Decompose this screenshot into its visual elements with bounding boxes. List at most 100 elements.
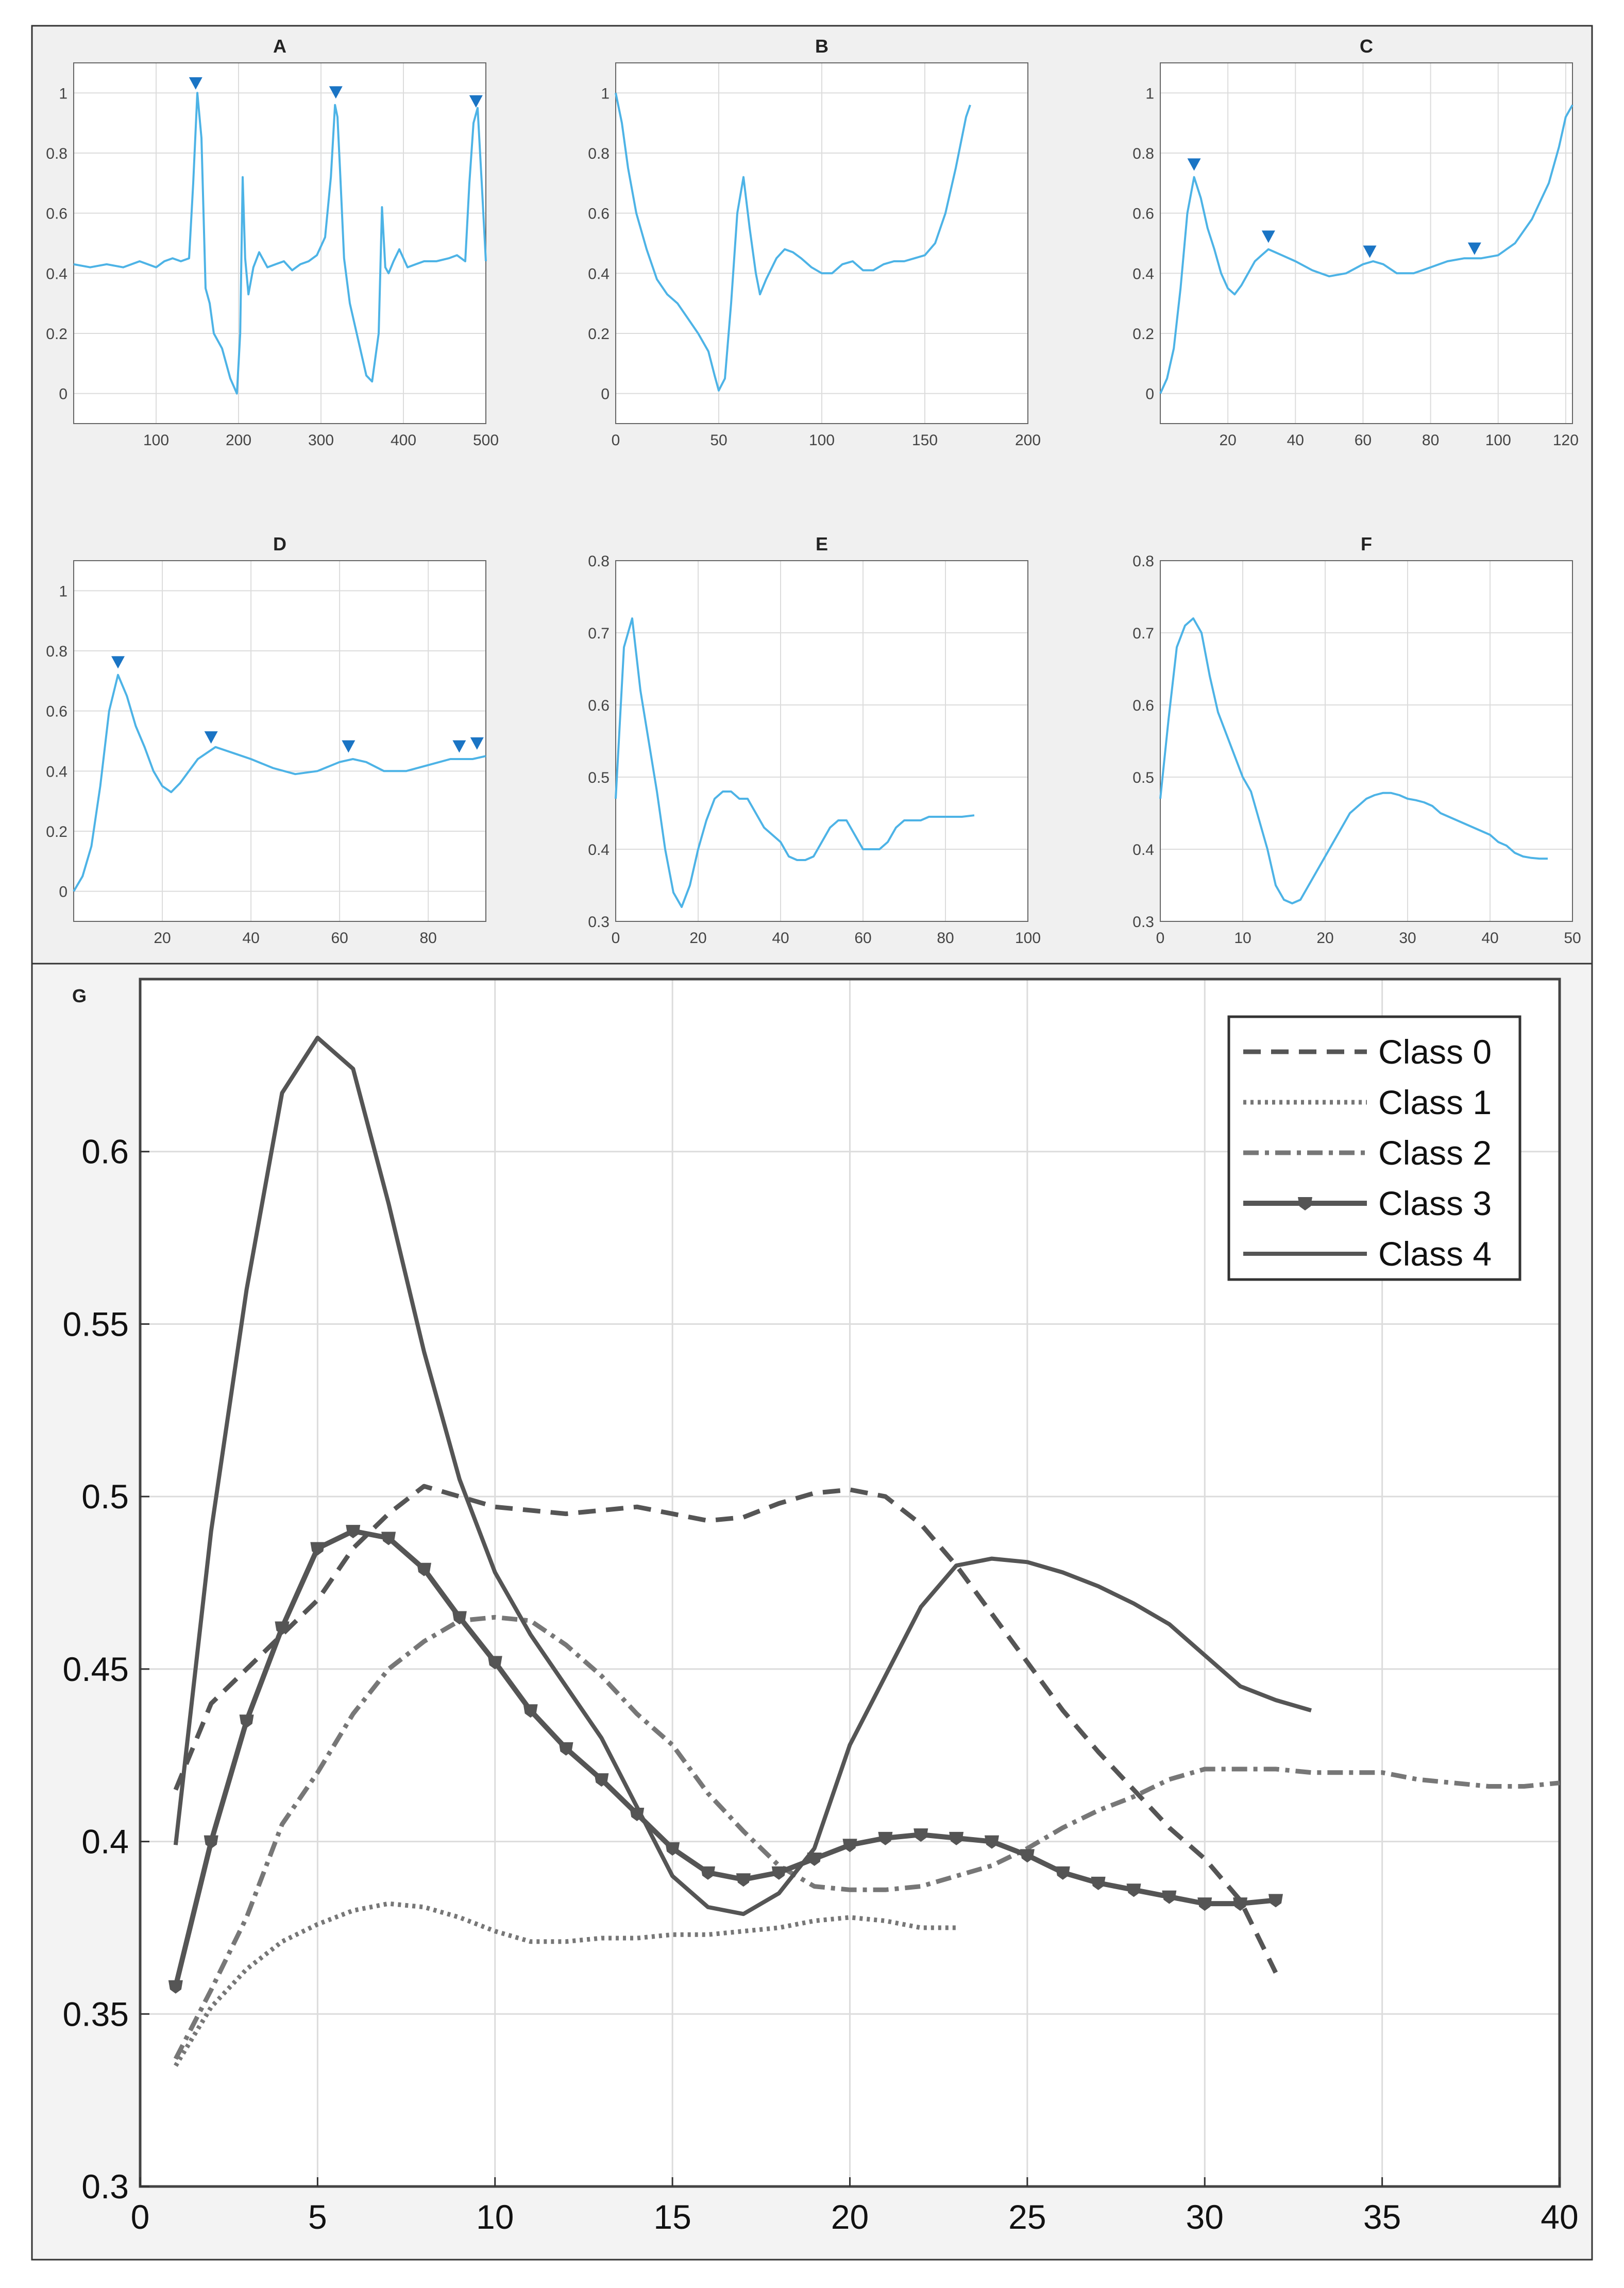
chart-e-y-tick-label: 0.7 bbox=[588, 625, 610, 642]
chart-g-x-tick-label: 5 bbox=[308, 2198, 327, 2236]
chart-a-y-tick-label: 1 bbox=[59, 85, 67, 102]
chart-a-x-tick-label: 400 bbox=[391, 432, 416, 449]
chart-g-series-class-3-marker bbox=[1162, 1890, 1177, 1904]
chart-a-y-tick-label: 0 bbox=[59, 386, 67, 403]
chart-g-series-class-3-marker bbox=[1233, 1897, 1248, 1911]
chart-g-x-tick-label: 15 bbox=[653, 2198, 691, 2236]
chart-d-x-tick-label: 40 bbox=[242, 930, 259, 947]
chart-d-peak-marker bbox=[452, 740, 466, 753]
chart-f-series-line bbox=[1159, 617, 1548, 904]
chart-c-plot-area bbox=[1160, 63, 1572, 424]
chart-g-series-class-3-marker bbox=[204, 1835, 218, 1849]
chart-g-legend-label-class-1: Class 1 bbox=[1378, 1083, 1492, 1121]
chart-g-series-class-3-marker bbox=[736, 1873, 751, 1887]
chart-b-axes-frame bbox=[615, 62, 1028, 424]
chart-a-y-tick-label: 0.4 bbox=[46, 265, 67, 282]
chart-c-y-tick-label: 0.4 bbox=[1132, 265, 1154, 282]
chart-g-series-class-3-marker bbox=[985, 1835, 999, 1849]
chart-b-x-tick-label: 50 bbox=[710, 432, 727, 449]
chart-a-peak-marker bbox=[329, 86, 343, 99]
chart-g-series-class-3-marker bbox=[275, 1621, 290, 1635]
chart-d-x-tick-label: 80 bbox=[419, 930, 436, 947]
chart-d-y-tick-label: 0 bbox=[59, 884, 67, 901]
chart-d-peak-marker bbox=[111, 656, 125, 669]
chart-c-axes-frame bbox=[1160, 62, 1573, 424]
chart-b-x-tick-label: 200 bbox=[1015, 432, 1041, 449]
chart-g-series-class-3-marker bbox=[771, 1866, 786, 1880]
chart-b-x-tick-label: 150 bbox=[912, 432, 938, 449]
chart-g-series-class-2 bbox=[173, 1614, 1560, 2060]
chart-g-x-tick-label: 10 bbox=[476, 2198, 514, 2236]
chart-g-x-tick-label: 25 bbox=[1008, 2198, 1046, 2236]
chart-d-peak-marker bbox=[342, 740, 356, 753]
chart-b-y-tick-label: 0.4 bbox=[588, 265, 610, 282]
chart-c: 20 40 60 80 100 120 0 0.2 0.4 0.6 0.8 1 C bbox=[1132, 36, 1579, 449]
chart-g-legend-label-class-2: Class 2 bbox=[1378, 1134, 1492, 1172]
chart-g-series-class-3-marker bbox=[665, 1842, 680, 1856]
chart-e-plot-area bbox=[616, 561, 1028, 921]
chart-c-x-tick-label: 20 bbox=[1219, 432, 1236, 449]
chart-g-series-class-3-marker bbox=[701, 1866, 715, 1880]
chart-c-y-tick-label: 1 bbox=[1145, 85, 1154, 102]
chart-b-x-tick-label: 0 bbox=[612, 432, 620, 449]
chart-b-y-tick-label: 0 bbox=[601, 386, 610, 403]
chart-g-legend-label-class-0: Class 0 bbox=[1378, 1033, 1492, 1071]
chart-g-series-class-3-marker bbox=[559, 1742, 573, 1756]
chart-f-y-tick-label: 0.8 bbox=[1132, 553, 1154, 570]
chart-g-series-class-1 bbox=[174, 1901, 957, 2067]
chart-a-y-tick-label: 0.2 bbox=[46, 326, 67, 343]
chart-g-series-class-3-marker bbox=[914, 1828, 928, 1842]
chart-g-series-class-3-marker bbox=[949, 1831, 964, 1845]
chart-a-x-tick-label: 200 bbox=[226, 432, 251, 449]
chart-b-series-line bbox=[615, 92, 971, 392]
chart-g-y-tick-label: 0.55 bbox=[63, 1305, 129, 1343]
chart-g-y-tick-label: 0.45 bbox=[63, 1650, 129, 1688]
chart-f: 0 10 20 30 40 50 0.3 0.4 0.5 0.6 0.7 0.8 F bbox=[1132, 533, 1581, 947]
chart-d-x-tick-label: 60 bbox=[331, 930, 348, 947]
chart-d-y-tick-label: 0.4 bbox=[46, 763, 67, 780]
chart-g-series-class-3-marker bbox=[594, 1773, 609, 1787]
chart-e-x-tick-label: 40 bbox=[772, 930, 789, 947]
chart-e-series-line bbox=[615, 617, 975, 908]
chart-a-peak-marker bbox=[189, 77, 202, 90]
chart-c-y-tick-label: 0.6 bbox=[1132, 206, 1154, 223]
chart-c-peak-marker bbox=[1261, 230, 1275, 243]
chart-a-y-tick-label: 0.8 bbox=[46, 145, 67, 162]
chart-f-y-tick-label: 0.4 bbox=[1132, 842, 1154, 859]
chart-g-series-class-3-marker bbox=[1197, 1897, 1212, 1911]
chart-g-x-tick-label: 20 bbox=[831, 2198, 869, 2236]
chart-g-legend-label-class-3: Class 3 bbox=[1378, 1184, 1492, 1222]
chart-b: 0 50 100 150 200 0 0.2 0.4 0.6 0.8 1 B bbox=[588, 36, 1041, 449]
chart-g-series-class-0 bbox=[173, 1484, 1278, 1974]
chart-g-y-tick-label: 0.6 bbox=[81, 1133, 129, 1171]
chart-g-legend-label-class-4: Class 4 bbox=[1378, 1235, 1492, 1273]
chart-c-x-tick-label: 40 bbox=[1287, 432, 1304, 449]
chart-e-x-tick-label: 100 bbox=[1015, 930, 1041, 947]
chart-g: 0 5 10 15 20 25 30 35 40 0.3 0.35 0.4 0.45 0.5 0.55 0.6… bbox=[63, 978, 1579, 2236]
chart-e-y-tick-label: 0.4 bbox=[588, 842, 610, 859]
chart-c-peak-marker bbox=[1467, 242, 1481, 255]
chart-g-series-class-3-marker bbox=[1091, 1876, 1106, 1890]
chart-g-y-tick-label: 0.4 bbox=[81, 1823, 129, 1861]
chart-a-x-tick-label: 500 bbox=[473, 432, 499, 449]
chart-e-y-tick-label: 0.3 bbox=[588, 914, 610, 931]
chart-c-series-line bbox=[1159, 104, 1574, 394]
chart-g-y-tick-label: 0.5 bbox=[81, 1477, 129, 1516]
chart-g-series-class-3-marker bbox=[346, 1525, 361, 1539]
chart-b-y-tick-label: 1 bbox=[601, 85, 610, 102]
chart-c-peak-marker bbox=[1187, 158, 1201, 171]
chart-e: 0 20 40 60 80 100 0.3 0.4 0.5 0.6 0.7 0.8 E bbox=[588, 533, 1041, 947]
chart-a-peak-marker bbox=[469, 95, 483, 108]
chart-f-plot-area bbox=[1160, 561, 1572, 921]
chart-f-y-tick-label: 0.6 bbox=[1132, 697, 1154, 714]
chart-g-series-class-3-marker bbox=[417, 1562, 431, 1576]
chart-g-series-class-3-marker bbox=[1268, 1894, 1283, 1908]
chart-g-x-tick-label: 35 bbox=[1363, 2198, 1401, 2236]
chart-d: 20 40 60 80 0 0.2 0.4 0.6 0.8 1 D bbox=[46, 533, 486, 947]
chart-c-y-tick-label: 0 bbox=[1145, 386, 1154, 403]
chart-e-x-tick-label: 20 bbox=[689, 930, 706, 947]
chart-g-title: G bbox=[72, 985, 87, 1006]
chart-c-peak-marker bbox=[1363, 245, 1377, 258]
chart-d-peak-marker bbox=[204, 731, 218, 744]
